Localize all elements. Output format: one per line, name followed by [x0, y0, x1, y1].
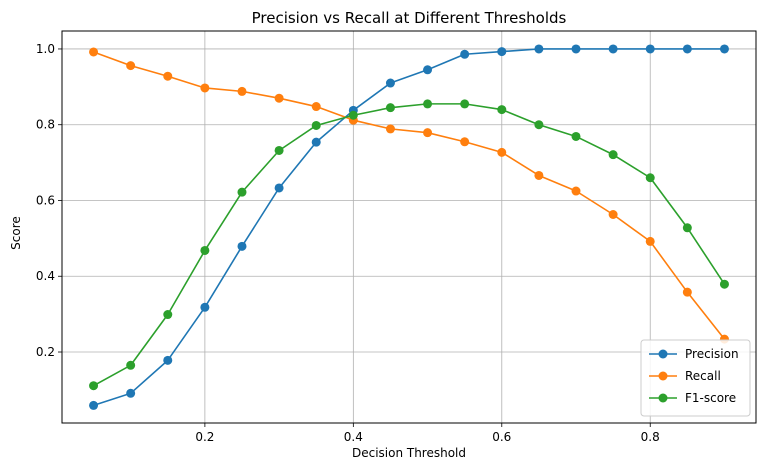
x-tick-label: 0.2 [195, 430, 214, 444]
data-point [126, 360, 136, 370]
y-tick-label: 0.8 [36, 118, 55, 132]
data-point [682, 44, 692, 54]
y-axis-label: Score [9, 216, 23, 250]
data-point [311, 137, 321, 147]
data-point [534, 170, 544, 180]
data-point [274, 145, 284, 155]
data-point [237, 241, 247, 251]
data-point [423, 128, 433, 138]
x-tick-label: 0.6 [492, 430, 511, 444]
data-point [719, 279, 729, 289]
x-axis-label: Decision Threshold [352, 446, 466, 460]
data-point [237, 187, 247, 197]
plot-area-frame [61, 30, 757, 424]
data-point [200, 245, 210, 255]
data-point [423, 99, 433, 109]
y-tick-label: 1.0 [36, 42, 55, 56]
legend-label: F1-score [685, 391, 736, 405]
legend-box [640, 339, 751, 417]
data-point [274, 93, 284, 103]
data-point [682, 287, 692, 297]
data-point [126, 61, 136, 71]
data-point [645, 173, 655, 183]
data-point [89, 381, 99, 391]
data-point [423, 65, 433, 75]
data-point [163, 355, 173, 365]
data-point [274, 183, 284, 193]
data-point [645, 236, 655, 246]
y-tick-label: 0.2 [36, 345, 55, 359]
data-point [608, 209, 618, 219]
axis-ticks: 0.2 0.4 0.6 0.8 0.2 0.4 0.6 0.8 1.0 [36, 42, 660, 444]
x-tick-label: 0.8 [641, 430, 660, 444]
data-point [571, 131, 581, 141]
data-point [311, 120, 321, 130]
data-point [460, 49, 470, 59]
data-point [89, 47, 99, 57]
legend-label: Recall [685, 369, 721, 383]
data-point [608, 150, 618, 160]
legend-item: Recall [649, 369, 721, 383]
legend-item: F1-score [649, 391, 736, 405]
series-precision [89, 44, 729, 410]
series-line [93, 51, 726, 340]
data-point [534, 44, 544, 54]
data-point [200, 302, 210, 312]
y-tick-label: 0.4 [36, 269, 55, 283]
data-point [460, 99, 470, 109]
legend-marker [658, 371, 668, 381]
data-point [385, 103, 395, 113]
data-point [385, 124, 395, 134]
legend-item: Precision [649, 347, 739, 361]
data-point [497, 147, 507, 157]
data-point [645, 44, 655, 54]
data-point [497, 47, 507, 57]
data-point [571, 186, 581, 196]
y-tick-label: 0.6 [36, 193, 55, 207]
data-point [460, 137, 470, 147]
data-point [163, 71, 173, 81]
series-line [93, 48, 725, 407]
data-point [719, 44, 729, 54]
data-point [682, 223, 692, 233]
series-f1-score [89, 99, 729, 391]
legend-label: Precision [685, 347, 739, 361]
data-point [237, 86, 247, 96]
legend-marker [658, 393, 668, 403]
legend: Precision Recall F1-score [640, 339, 751, 417]
data-point [608, 44, 618, 54]
data-point [497, 105, 507, 115]
data-point [89, 400, 99, 410]
series-recall [89, 47, 729, 344]
data-point [126, 388, 136, 398]
data-point [348, 110, 358, 120]
data-point [200, 83, 210, 93]
data-point [571, 44, 581, 54]
x-tick-label: 0.4 [344, 430, 363, 444]
data-point [385, 78, 395, 88]
series-line [93, 103, 726, 387]
legend-marker [658, 349, 668, 359]
data-point [534, 120, 544, 130]
chart-title: Precision vs Recall at Different Thresho… [252, 9, 567, 27]
data-point [163, 310, 173, 320]
data-point [311, 102, 321, 112]
data-series [89, 44, 729, 410]
